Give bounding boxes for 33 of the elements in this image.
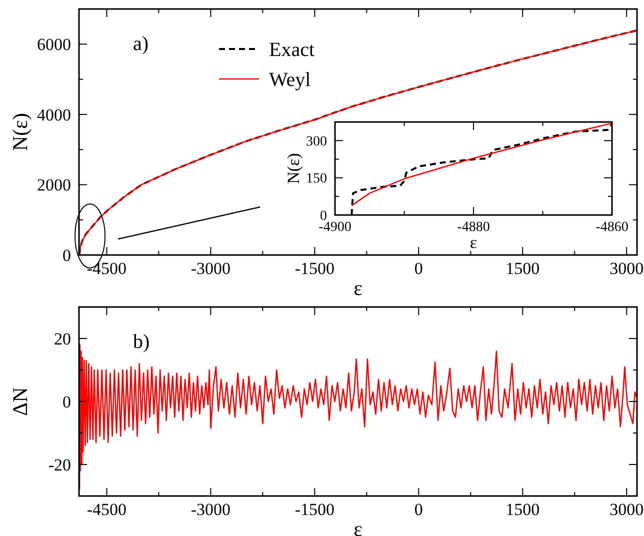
- x-tick-label: -1500: [294, 259, 335, 278]
- x-tick-label: 0: [414, 259, 423, 278]
- x-tick-label: 0: [414, 500, 423, 519]
- annotation: a): [133, 33, 149, 55]
- x-tick-label: -4860: [596, 220, 628, 235]
- x-tick-label: 3000: [610, 259, 644, 278]
- x-tick-label: -3000: [190, 500, 231, 519]
- y-axis-title: ΔN: [8, 387, 32, 416]
- y-tick-label: 20: [54, 329, 71, 348]
- y-tick-label: -20: [48, 455, 71, 474]
- y-tick-label: 4000: [37, 105, 71, 124]
- y-axis-title: N(ε): [284, 153, 303, 184]
- x-axis-title: ε: [354, 276, 363, 300]
- x-tick-label: -4500: [86, 500, 127, 519]
- legend-label: Weyl: [269, 69, 312, 91]
- x-axis-title: ε: [354, 517, 363, 536]
- y-tick-label: 300: [306, 134, 327, 150]
- y-axis-title: N(ε): [8, 113, 32, 151]
- x-tick-label: 1500: [506, 500, 540, 519]
- legend-label: Exact: [269, 39, 315, 61]
- x-tick-label: 1500: [506, 259, 540, 278]
- x-tick-label: -3000: [190, 259, 231, 278]
- y-tick-label: 0: [62, 392, 71, 412]
- x-tick-label: -4880: [457, 220, 490, 235]
- y-tick-label: 0: [62, 246, 71, 265]
- annotation: b): [133, 331, 150, 353]
- y-tick-label: 2000: [37, 176, 71, 195]
- x-tick-label: -1500: [294, 500, 335, 519]
- y-tick-label: 6000: [37, 35, 71, 54]
- x-tick-label: -4500: [86, 259, 127, 278]
- y-tick-label: 150: [306, 172, 327, 187]
- x-axis-title: ε: [470, 233, 478, 252]
- x-tick-label: 3000: [610, 500, 644, 519]
